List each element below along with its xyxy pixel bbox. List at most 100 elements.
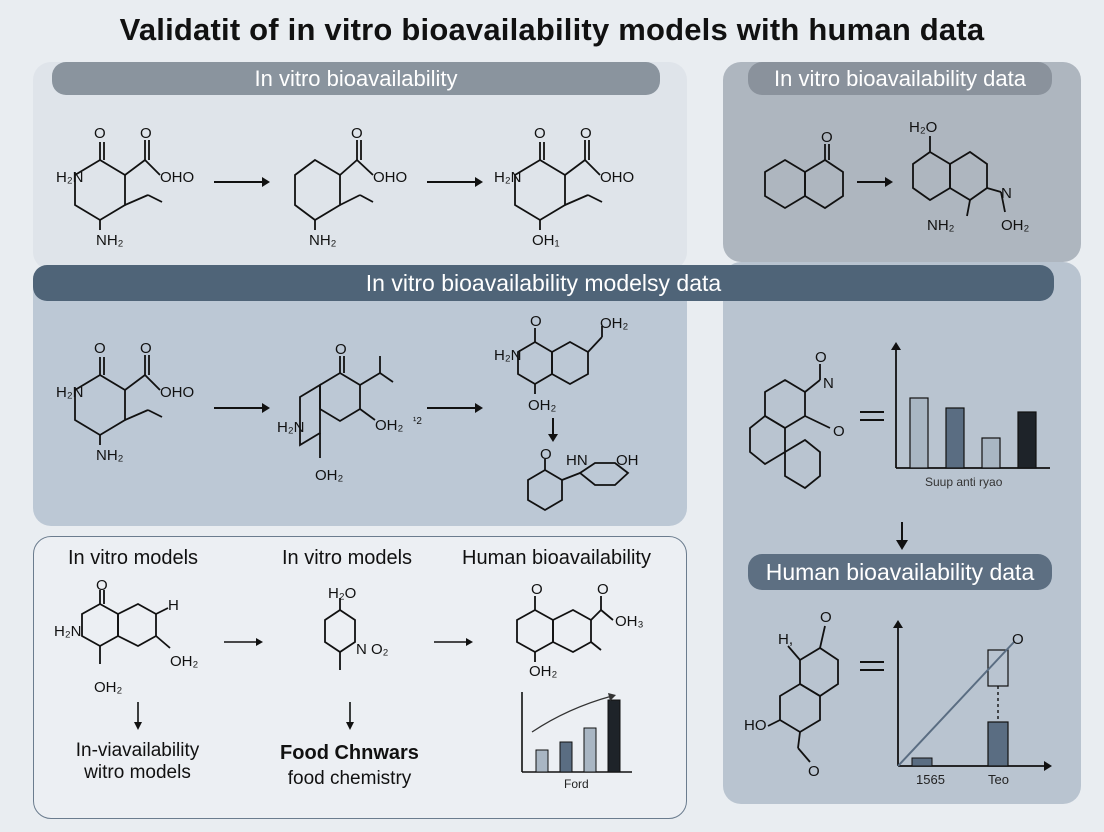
- bar: [607, 699, 621, 773]
- mol-label: OH₃: [615, 613, 644, 630]
- x-tick-label: 1565: [916, 772, 945, 787]
- mol-label: OH₂: [600, 315, 629, 332]
- mol-label: O: [531, 581, 543, 598]
- chart-marker: O: [1012, 631, 1024, 648]
- mol-label: H₂N: [494, 169, 522, 186]
- label-in-vitro-models-2: In vitro models: [282, 547, 413, 569]
- mol-label: O: [833, 423, 845, 440]
- molecule-top-right-2: H₂O N NH₂ OH₂: [909, 119, 1030, 234]
- header-models-data: In vitro bioavailability modelsy data: [33, 265, 1054, 301]
- mol-label: O: [335, 341, 347, 358]
- bar: [987, 721, 1009, 767]
- mol-label: OH₁: [532, 232, 560, 249]
- molecule-middle-2: O H₂N OH₂ ¹2 OH₂: [277, 341, 422, 484]
- mol-label: OH₂: [94, 679, 123, 696]
- molecule-top-1: O O OHO H₂N NH₂: [56, 125, 194, 249]
- mol-label: OH: [616, 452, 639, 469]
- mol-label: HN: [566, 452, 588, 469]
- arrow-down: [548, 418, 558, 442]
- label-line: In-viavailability: [75, 740, 200, 761]
- molecule-middle-4: O HN OH: [527, 446, 639, 512]
- y-axis-arrow: [891, 342, 901, 350]
- bar: [535, 749, 549, 773]
- page-title: Validatit of in vitro bioavailability mo…: [119, 12, 985, 47]
- mol-label: O: [808, 763, 820, 780]
- chart-caption: Suup anti ryao: [925, 475, 1003, 489]
- mol-label: O: [140, 125, 152, 142]
- molecule-right-middle: O N O: [749, 350, 845, 490]
- mol-label: O: [820, 609, 832, 626]
- bar: [911, 757, 933, 767]
- mol-label: H₂N: [494, 347, 522, 364]
- bar: [1017, 411, 1037, 469]
- label-line: witro models: [84, 762, 191, 783]
- label-food-chemistry: Food Chnwars food chemistry: [262, 740, 437, 792]
- trend-arrow: [608, 693, 616, 701]
- label-in-viavailability: In-viavailability witro models: [50, 740, 225, 784]
- bar: [981, 437, 1001, 469]
- bar: [583, 727, 597, 773]
- arrow-right: [427, 177, 483, 187]
- x-tick-label: Teo: [988, 772, 1009, 787]
- header-in-vitro-bioavailability-data: In vitro bioavailability data: [748, 62, 1052, 95]
- molecule-bottom-3: O O OH₃ OH₂: [516, 581, 644, 680]
- header-in-vitro-bioavailability: In vitro bioavailability: [52, 62, 660, 95]
- mol-label: N: [823, 375, 834, 392]
- mol-label: H₂N: [56, 169, 84, 186]
- mol-label: H: [168, 597, 179, 614]
- mol-label: NH₂: [927, 217, 955, 234]
- trend-line: [897, 641, 1015, 767]
- mol-label: H₂O: [328, 585, 356, 602]
- arrow-right: [224, 638, 263, 646]
- mol-label: O: [530, 313, 542, 330]
- mol-label: O: [821, 130, 833, 146]
- molecule-middle-1: O O OHO H₂N NH₂: [56, 340, 194, 464]
- mol-label: OHO: [373, 169, 407, 186]
- arrow-right: [857, 177, 893, 187]
- mol-label: O: [534, 125, 546, 142]
- mol-label: O: [580, 125, 592, 142]
- mol-label: O: [140, 340, 152, 357]
- mol-label: OH₂: [375, 417, 404, 434]
- mol-label: H,: [778, 631, 793, 648]
- molecule-middle-3: O OH₂ H₂N OH₂: [494, 313, 629, 414]
- label-line: Food Chnwars: [280, 742, 419, 764]
- mol-label: NH₂: [96, 447, 124, 464]
- mol-label: OHO: [600, 169, 634, 186]
- arrow-right: [427, 403, 483, 413]
- mol-label: O: [597, 581, 609, 598]
- header-human-bioavailability-data: Human bioavailability data: [748, 554, 1052, 590]
- arrow-right: [214, 403, 270, 413]
- label-in-vitro-models-1: In vitro models: [68, 547, 199, 569]
- label-human-bioavailability: Human bioavailability: [462, 547, 651, 569]
- arrow-right: [434, 638, 473, 646]
- bar-chart-bottom: Ford: [521, 692, 632, 791]
- mol-label: N: [1001, 185, 1012, 202]
- mol-label: OHO: [160, 169, 194, 186]
- arrow-down: [896, 522, 908, 550]
- molecule-top-2: O OHO NH₂: [294, 125, 407, 249]
- mol-label: ¹2: [413, 416, 422, 427]
- bar: [909, 397, 929, 469]
- mol-label: H₂O: [909, 119, 937, 136]
- mol-label: H₂N: [277, 419, 305, 436]
- equals-sign: [860, 411, 884, 421]
- trend-curve: [531, 695, 613, 733]
- molecule-bottom-2: H₂O N O₂: [324, 585, 389, 670]
- y-axis-arrow: [893, 620, 903, 628]
- bar-chart-right: Suup anti ryao: [891, 342, 1050, 489]
- molecule-naphthalenone: O: [764, 130, 844, 210]
- arrow-right: [214, 177, 270, 187]
- mol-label: O: [94, 340, 106, 357]
- mol-label: HO: [744, 717, 767, 734]
- mol-label: NH₂: [96, 232, 124, 249]
- mol-label: O: [351, 125, 363, 142]
- mol-label: N O₂: [356, 641, 389, 658]
- mol-label: OH₂: [1001, 217, 1030, 234]
- equals-sign: [860, 661, 884, 671]
- arrow-down: [134, 702, 142, 730]
- mol-label: H₂N: [56, 384, 84, 401]
- mol-label: NH₂: [309, 232, 337, 249]
- molecule-top-3: O O OHO H₂N OH₁: [494, 125, 634, 249]
- molecule-bottom-right: H, O HO O: [744, 609, 839, 780]
